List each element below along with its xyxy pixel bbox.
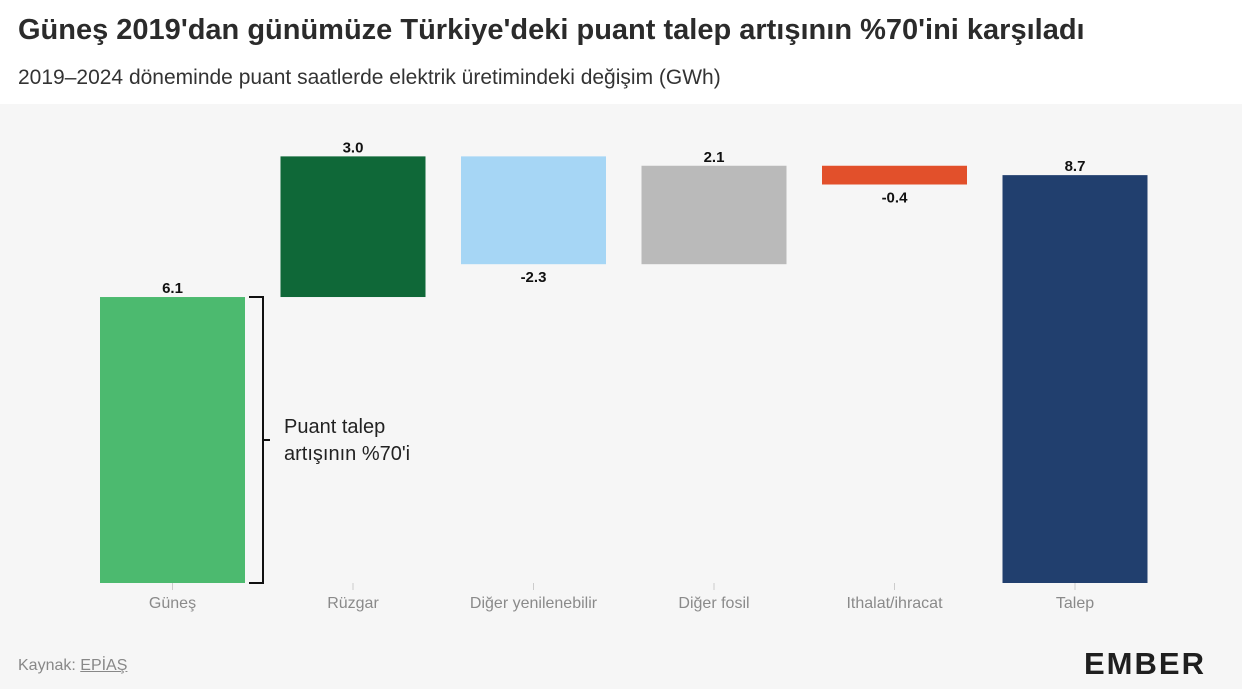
category-label-2: Diğer yenilenebilir: [470, 595, 598, 612]
chart-header: Güneş 2019'dan günümüze Türkiye'deki pua…: [0, 0, 1242, 104]
value-label-0: 6.1: [162, 280, 183, 297]
category-label-5: Talep: [1056, 595, 1094, 612]
ember-logo: EMBER: [1084, 646, 1206, 681]
annotation-line-2: artışının %70'i: [284, 443, 410, 465]
category-label-3: Diğer fosil: [678, 595, 749, 612]
annotation-bracket: [249, 296, 270, 584]
value-label-2: -2.3: [521, 269, 547, 286]
bar-3: [641, 165, 787, 265]
value-label-4: -0.4: [882, 190, 909, 207]
bar-2: [461, 156, 606, 265]
source-label: Kaynak:: [18, 657, 76, 674]
source-note: Kaynak: EPİAŞ: [18, 657, 127, 675]
chart-title: Güneş 2019'dan günümüze Türkiye'deki pua…: [18, 14, 1085, 46]
category-label-4: Ithalat/ihracat: [846, 595, 943, 612]
category-label-1: Rüzgar: [327, 595, 379, 612]
bar-0: [100, 297, 245, 583]
bar-1: [280, 156, 426, 298]
value-label-1: 3.0: [343, 139, 364, 156]
bar-5: [1002, 175, 1148, 583]
value-label-5: 8.7: [1065, 158, 1086, 175]
chart-subtitle: 2019–2024 döneminde puant saatlerde elek…: [18, 66, 721, 89]
value-label-3: 2.1: [704, 149, 725, 166]
bar-4: [822, 165, 967, 185]
source-link[interactable]: EPİAŞ: [80, 657, 128, 674]
category-label-0: Güneş: [149, 595, 196, 612]
annotation-line-1: Puant talep: [284, 416, 385, 438]
